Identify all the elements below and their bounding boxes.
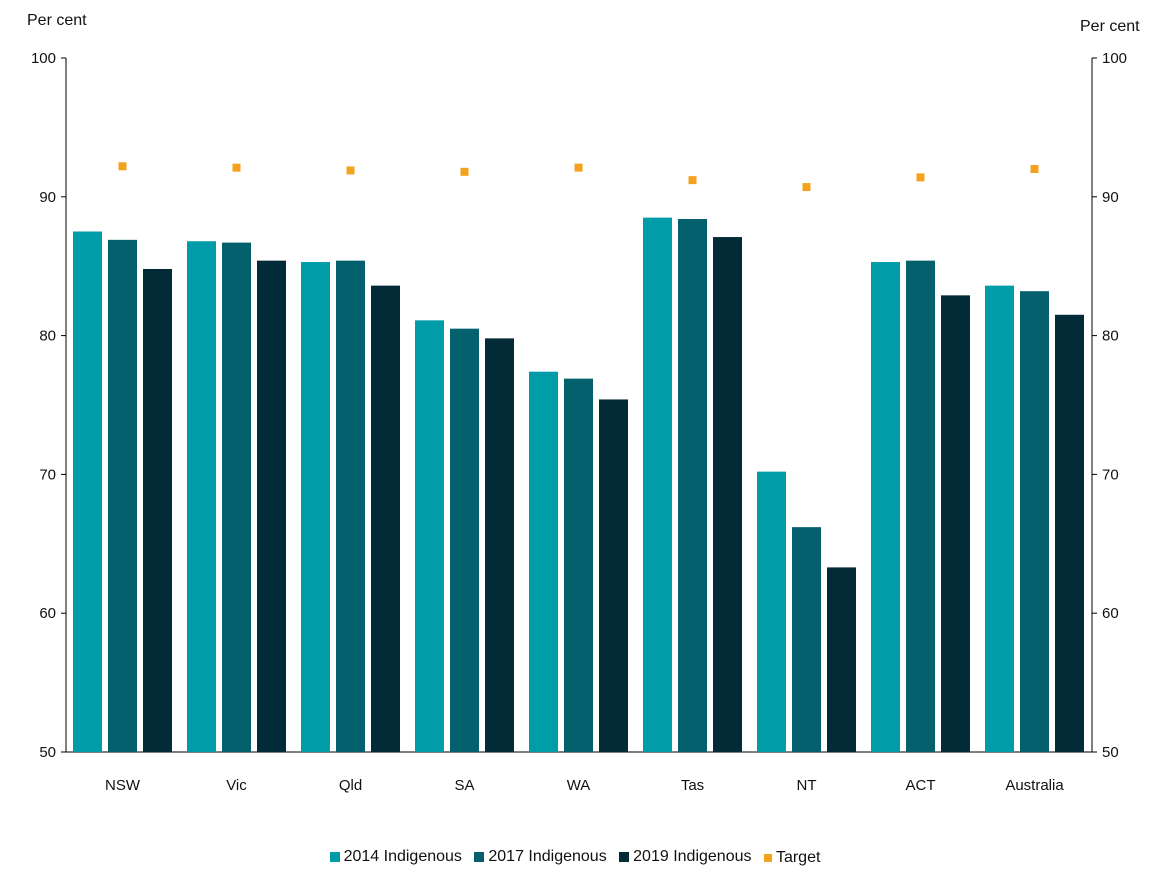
bar	[599, 399, 628, 752]
legend-label-target: Target	[775, 849, 821, 866]
bar	[941, 295, 970, 752]
bar	[1055, 314, 1084, 752]
bar	[187, 241, 216, 752]
right-tick-label: 80	[1102, 328, 1119, 345]
legend-item-target: Target	[763, 849, 821, 867]
category-label: WA	[567, 777, 591, 794]
bar	[757, 471, 786, 752]
target-marker	[574, 163, 583, 172]
bar	[529, 371, 558, 752]
bar	[871, 262, 900, 752]
bar	[301, 262, 330, 752]
legend: 2014 Indigenous 2017 Indigenous 2019 Ind…	[0, 848, 1150, 867]
target-marker	[346, 166, 355, 175]
legend-swatch-2019	[619, 852, 630, 862]
bar	[257, 260, 286, 752]
category-label: NT	[797, 777, 817, 794]
left-tick-label: 100	[31, 50, 56, 67]
legend-label-2019: 2019 Indigenous	[633, 848, 752, 865]
bar	[450, 328, 479, 752]
right-tick-label: 60	[1102, 605, 1119, 622]
category-label: Qld	[339, 777, 362, 794]
category-label: SA	[454, 777, 474, 794]
bar	[564, 378, 593, 752]
legend-item-2017: 2017 Indigenous	[474, 848, 607, 866]
left-tick-label: 70	[39, 466, 56, 483]
bar	[371, 285, 400, 752]
right-tick-label: 50	[1102, 744, 1119, 761]
category-label: Australia	[1005, 777, 1064, 794]
bar	[143, 268, 172, 752]
target-marker	[232, 163, 241, 172]
target-marker	[802, 183, 811, 192]
legend-swatch-2017	[474, 852, 485, 862]
target-marker	[460, 167, 469, 176]
target-marker	[688, 176, 697, 185]
legend-item-2014: 2014 Indigenous	[329, 848, 462, 866]
bar	[73, 231, 102, 752]
left-tick-label: 50	[39, 744, 56, 761]
bar	[792, 527, 821, 752]
right-axis-title: Per cent	[1080, 18, 1140, 35]
bar	[906, 260, 935, 752]
legend-label-2014: 2014 Indigenous	[343, 848, 462, 865]
bar	[678, 219, 707, 752]
legend-swatch-2014	[329, 852, 340, 862]
bar	[985, 285, 1014, 752]
bar	[415, 320, 444, 752]
left-tick-label: 80	[39, 328, 56, 345]
legend-item-2019: 2019 Indigenous	[619, 848, 751, 866]
legend-label-2017: 2017 Indigenous	[488, 848, 607, 865]
category-label: Vic	[226, 777, 247, 794]
bar	[108, 239, 137, 752]
bar	[485, 338, 514, 752]
bar	[827, 567, 856, 752]
target-marker	[916, 173, 925, 182]
bar	[222, 242, 251, 752]
right-tick-label: 90	[1102, 189, 1119, 206]
left-axis-title: Per cent	[27, 12, 87, 29]
left-tick-label: 90	[39, 189, 56, 206]
bar	[713, 237, 742, 752]
right-tick-label: 100	[1102, 50, 1127, 67]
bar	[1020, 291, 1049, 752]
category-label: ACT	[906, 777, 936, 794]
category-label: Tas	[681, 777, 704, 794]
bar	[643, 217, 672, 752]
right-tick-label: 70	[1102, 466, 1119, 483]
left-tick-label: 60	[39, 605, 56, 622]
bar	[336, 260, 365, 752]
target-marker	[1030, 165, 1039, 174]
target-marker	[118, 162, 127, 171]
legend-swatch-target	[763, 854, 772, 862]
category-label: NSW	[105, 777, 141, 794]
